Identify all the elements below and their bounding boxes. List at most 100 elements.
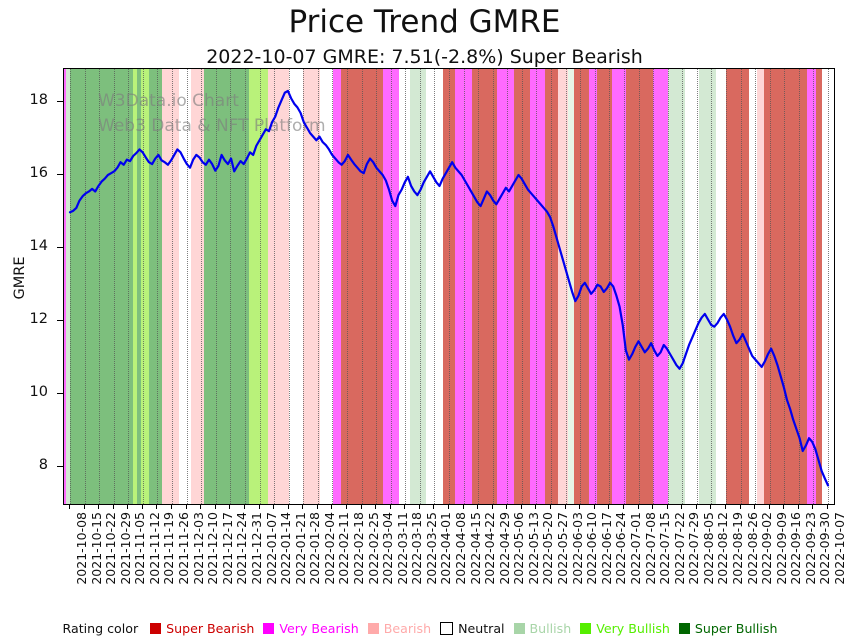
rating-band [303, 69, 321, 504]
x-tick-label: 2022-07-15 [657, 512, 673, 585]
x-tick-label: 2022-03-18 [409, 512, 425, 585]
grid-line [230, 69, 232, 504]
grid-line [725, 69, 727, 504]
rating-band [64, 69, 67, 504]
grid-line [288, 69, 290, 504]
rating-band [815, 69, 822, 504]
rating-band [288, 69, 304, 504]
rating-band [653, 69, 668, 504]
x-tick-label: 2022-09-16 [788, 512, 804, 585]
x-tick-label: 2022-02-25 [365, 512, 381, 585]
rating-band [136, 69, 142, 504]
x-tick-mark [375, 504, 377, 509]
x-tick-label: 2022-07-01 [627, 512, 643, 585]
x-tick-label: 2022-04-29 [496, 512, 512, 585]
x-tick-mark [739, 504, 741, 509]
x-tick-mark [331, 504, 333, 509]
x-tick-label: 2022-04-01 [438, 512, 454, 585]
x-tick-label: 2022-08-26 [744, 512, 760, 585]
grid-line [274, 69, 276, 504]
x-tick-mark [127, 504, 129, 509]
grid-line [638, 69, 640, 504]
legend-label: Super Bullish [694, 620, 778, 636]
x-tick-mark [448, 504, 449, 509]
x-tick-label: 2022-08-12 [715, 512, 731, 585]
legend-label: Bearish [383, 620, 432, 636]
rating-band [757, 69, 764, 504]
x-tick-label: 2022-07-08 [642, 512, 658, 585]
grid-line [419, 69, 421, 504]
legend-item[interactable]: Very Bearish [263, 620, 359, 636]
x-tick-mark [83, 504, 85, 509]
legend-item[interactable]: Super Bullish [678, 620, 778, 636]
x-tick-label: 2022-09-09 [773, 512, 789, 585]
grid-line [142, 69, 144, 504]
x-tick-mark [462, 504, 464, 509]
x-tick-mark [98, 504, 100, 509]
price-line [68, 89, 830, 487]
x-tick-mark [156, 504, 158, 509]
grid-line [623, 69, 625, 504]
grid-line [99, 69, 101, 504]
x-tick-mark [433, 504, 435, 509]
legend-item[interactable]: Bearish [367, 620, 432, 636]
rating-band [268, 69, 289, 504]
x-tick-mark [783, 504, 785, 509]
y-tick-label: 16 [29, 165, 48, 181]
legend-swatch-icon [678, 622, 690, 634]
x-tick-mark [593, 504, 595, 509]
grid-line [667, 69, 669, 504]
grid-line [434, 69, 436, 504]
x-tick-label: 2022-09-30 [817, 512, 833, 585]
grid-line [653, 69, 655, 504]
page-title: Price Trend GMRE [288, 4, 561, 40]
legend-label: Very Bearish [279, 620, 359, 636]
y-tick-mark [57, 393, 63, 395]
x-tick-label: 2022-04-08 [453, 512, 468, 585]
y-tick-mark [57, 466, 63, 468]
grid-line [376, 69, 378, 504]
x-tick-mark [724, 504, 726, 509]
x-tick-mark [302, 504, 304, 509]
x-tick-label: 2022-05-27 [555, 512, 571, 585]
plot-area: W3Data.io Chart Web3 Data & NFT Platform [63, 68, 835, 505]
x-tick-label: 2022-08-19 [729, 512, 745, 585]
grid-line [551, 69, 553, 504]
x-tick-mark [550, 504, 552, 509]
grid-line [609, 69, 611, 504]
x-tick-mark [564, 504, 566, 509]
x-tick-label: 2022-05-13 [525, 512, 541, 585]
rating-band [597, 69, 612, 504]
grid-line [332, 69, 334, 504]
x-tick-mark [579, 504, 581, 509]
y-tick-mark [57, 174, 63, 175]
legend-item[interactable]: Neutral [440, 621, 505, 636]
rating-band [178, 69, 192, 504]
legend-item[interactable]: Super Bearish [150, 621, 254, 636]
rating-band [203, 69, 250, 504]
grid-line [70, 69, 71, 504]
grid-line [346, 69, 348, 504]
x-tick-label: 2022-01-07 [263, 512, 279, 585]
x-tick-mark [768, 504, 770, 509]
rating-band [161, 69, 179, 504]
rating-band [763, 69, 808, 504]
x-tick-label: 2021-12-10 [205, 512, 221, 585]
legend-swatch-icon [580, 622, 592, 634]
legend-item[interactable]: Bullish [513, 621, 571, 636]
x-tick-label: 2022-10-07 [832, 512, 847, 585]
rating-band [332, 69, 341, 504]
legend-swatch-icon [367, 622, 379, 634]
x-tick-label: 2022-06-17 [598, 512, 614, 585]
x-tick-label: 2022-09-23 [802, 512, 818, 585]
y-tick-label: 18 [29, 91, 48, 108]
x-tick-mark [652, 504, 654, 509]
x-tick-label: 2021-11-12 [146, 512, 162, 585]
x-tick-mark [418, 504, 420, 509]
grid-line [405, 69, 407, 504]
legend-item[interactable]: Very Bullish [580, 621, 670, 636]
grid-line [755, 69, 757, 504]
price-polyline [68, 89, 830, 487]
x-tick-label: 2022-02-18 [350, 512, 366, 585]
grid-line [492, 69, 494, 504]
